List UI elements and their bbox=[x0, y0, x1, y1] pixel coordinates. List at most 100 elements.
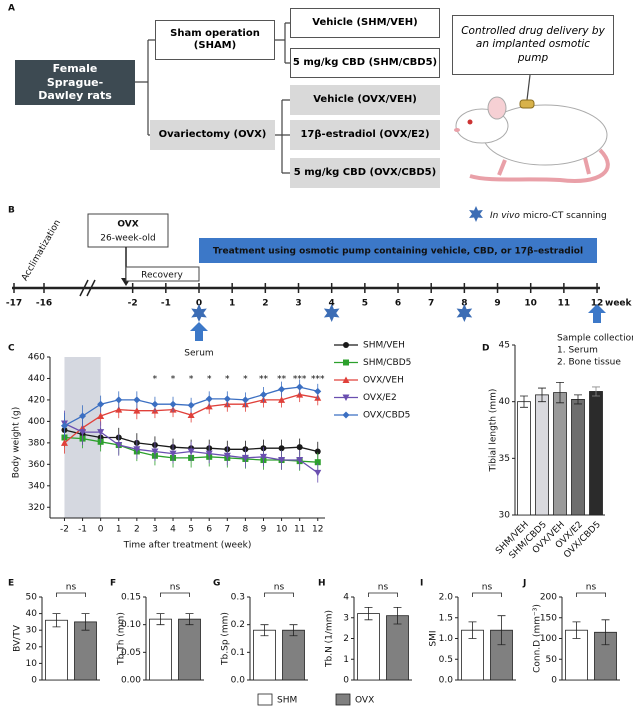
marker bbox=[241, 396, 249, 404]
y-tick-label: 100 bbox=[540, 634, 557, 644]
y-tick-label: 40 bbox=[26, 609, 38, 619]
branch-box: Sham operation (SHAM) bbox=[155, 20, 275, 60]
panel-label: D bbox=[482, 344, 489, 354]
ct-legend-text: micro-CT scanning bbox=[523, 211, 607, 221]
x-tick-label: 0 bbox=[98, 525, 104, 535]
y-tick-label: 2 bbox=[343, 634, 349, 644]
group-box: 5 mg/kg CBD (SHM/CBD5) bbox=[290, 48, 440, 78]
marker bbox=[278, 385, 286, 393]
marker bbox=[169, 450, 177, 458]
legend-label: SHM/CBD5 bbox=[363, 358, 411, 368]
x-tick-label: -2 bbox=[60, 525, 69, 535]
marker bbox=[342, 411, 350, 419]
significance: ns bbox=[274, 583, 285, 593]
branch-box: Ovariectomy (OVX) bbox=[150, 120, 275, 150]
ct-star bbox=[323, 304, 340, 322]
marker bbox=[278, 445, 285, 452]
y-tick-label: 320 bbox=[28, 503, 45, 513]
sample-item: 1. Serum bbox=[557, 346, 598, 356]
error-bar bbox=[156, 613, 165, 626]
marker bbox=[97, 400, 105, 408]
significance-bracket bbox=[472, 592, 502, 597]
timeline-tick-label: 6 bbox=[395, 299, 401, 309]
x-tick-label: 5 bbox=[188, 525, 194, 535]
significance: ns bbox=[66, 583, 77, 593]
ovx-age: 26-week-old bbox=[100, 234, 155, 244]
marker bbox=[259, 391, 267, 399]
marker bbox=[342, 376, 350, 383]
marker bbox=[115, 442, 123, 449]
bar bbox=[386, 615, 409, 681]
marker bbox=[343, 359, 349, 366]
significance: *** bbox=[293, 375, 307, 385]
x-tick-label: 3 bbox=[152, 525, 158, 535]
error-bar bbox=[574, 394, 582, 405]
panel-label: J bbox=[522, 579, 526, 589]
error-bar bbox=[601, 619, 610, 646]
timeline-shapes bbox=[12, 213, 606, 341]
error-bar bbox=[468, 621, 477, 639]
legend-label: SHM/VEH bbox=[363, 341, 405, 351]
y-tick-label: 460 bbox=[28, 353, 45, 363]
timeline-tick-label: 0 bbox=[196, 299, 202, 309]
group-box: 5 mg/kg CBD (OVX/CBD5) bbox=[290, 158, 440, 188]
bar bbox=[553, 392, 567, 516]
marker bbox=[133, 396, 141, 404]
x-tick-label: -1 bbox=[78, 525, 87, 535]
sample-item: 2. Bone tissue bbox=[557, 358, 621, 368]
marker bbox=[169, 400, 177, 408]
marker bbox=[259, 453, 267, 461]
y-tick-label: 420 bbox=[28, 395, 45, 405]
marker bbox=[97, 429, 105, 436]
y-axis-label: Tb.N (1/mm) bbox=[325, 610, 335, 668]
significance: * bbox=[225, 375, 230, 385]
marker bbox=[151, 400, 159, 408]
treatment: Treatment using osmotic pump containing … bbox=[213, 247, 583, 257]
y-tick-label: 50 bbox=[26, 593, 38, 603]
y-tick-label: 0.10 bbox=[121, 620, 141, 630]
panel-label: F bbox=[110, 579, 116, 589]
marker bbox=[133, 407, 141, 414]
bar bbox=[178, 618, 201, 681]
significance-bracket bbox=[368, 592, 398, 597]
y-tick-label: 0.2 bbox=[231, 620, 245, 630]
x-tick-label: 10 bbox=[276, 525, 288, 535]
marker bbox=[187, 401, 195, 409]
marker bbox=[296, 457, 304, 464]
ct-legend: In vivo micro-CT scanning bbox=[490, 211, 607, 221]
serum: Serum bbox=[184, 349, 213, 359]
timeline-tick-label: 3 bbox=[295, 299, 301, 309]
legend-label: OVX bbox=[355, 696, 374, 706]
y-tick-label: 40 bbox=[499, 397, 511, 407]
y-tick-label: 200 bbox=[540, 593, 557, 603]
y-tick-label: 30 bbox=[499, 511, 511, 521]
y-tick-label: 1 bbox=[343, 655, 349, 665]
y-tick-label: 0.05 bbox=[121, 648, 141, 658]
y-tick-label: 150 bbox=[540, 613, 557, 623]
bar bbox=[282, 629, 305, 681]
timeline-tick-label: 1 bbox=[229, 299, 235, 309]
significance: * bbox=[189, 375, 194, 385]
y-tick-label: 0.0 bbox=[439, 676, 454, 686]
significance: * bbox=[171, 375, 176, 385]
recovery: Recovery bbox=[141, 271, 183, 281]
bar bbox=[45, 619, 68, 681]
marker bbox=[278, 457, 286, 464]
tree-lines bbox=[135, 22, 531, 174]
y-tick-label: 0.5 bbox=[439, 655, 453, 665]
marker bbox=[205, 450, 213, 458]
x-axis-label: Time after treatment (week) bbox=[123, 541, 252, 551]
bar bbox=[517, 401, 531, 516]
error-bar bbox=[556, 382, 564, 404]
y-tick-label: 340 bbox=[28, 481, 45, 491]
marker bbox=[343, 342, 349, 348]
marker bbox=[151, 448, 159, 455]
marker bbox=[115, 406, 123, 413]
significance-bracket bbox=[264, 592, 294, 597]
error-bar bbox=[572, 621, 581, 639]
bar bbox=[589, 391, 603, 516]
group-box: Vehicle (SHM/VEH) bbox=[290, 8, 440, 38]
significance: ** bbox=[259, 375, 269, 385]
acclimatization: Acclimatization bbox=[20, 218, 63, 282]
